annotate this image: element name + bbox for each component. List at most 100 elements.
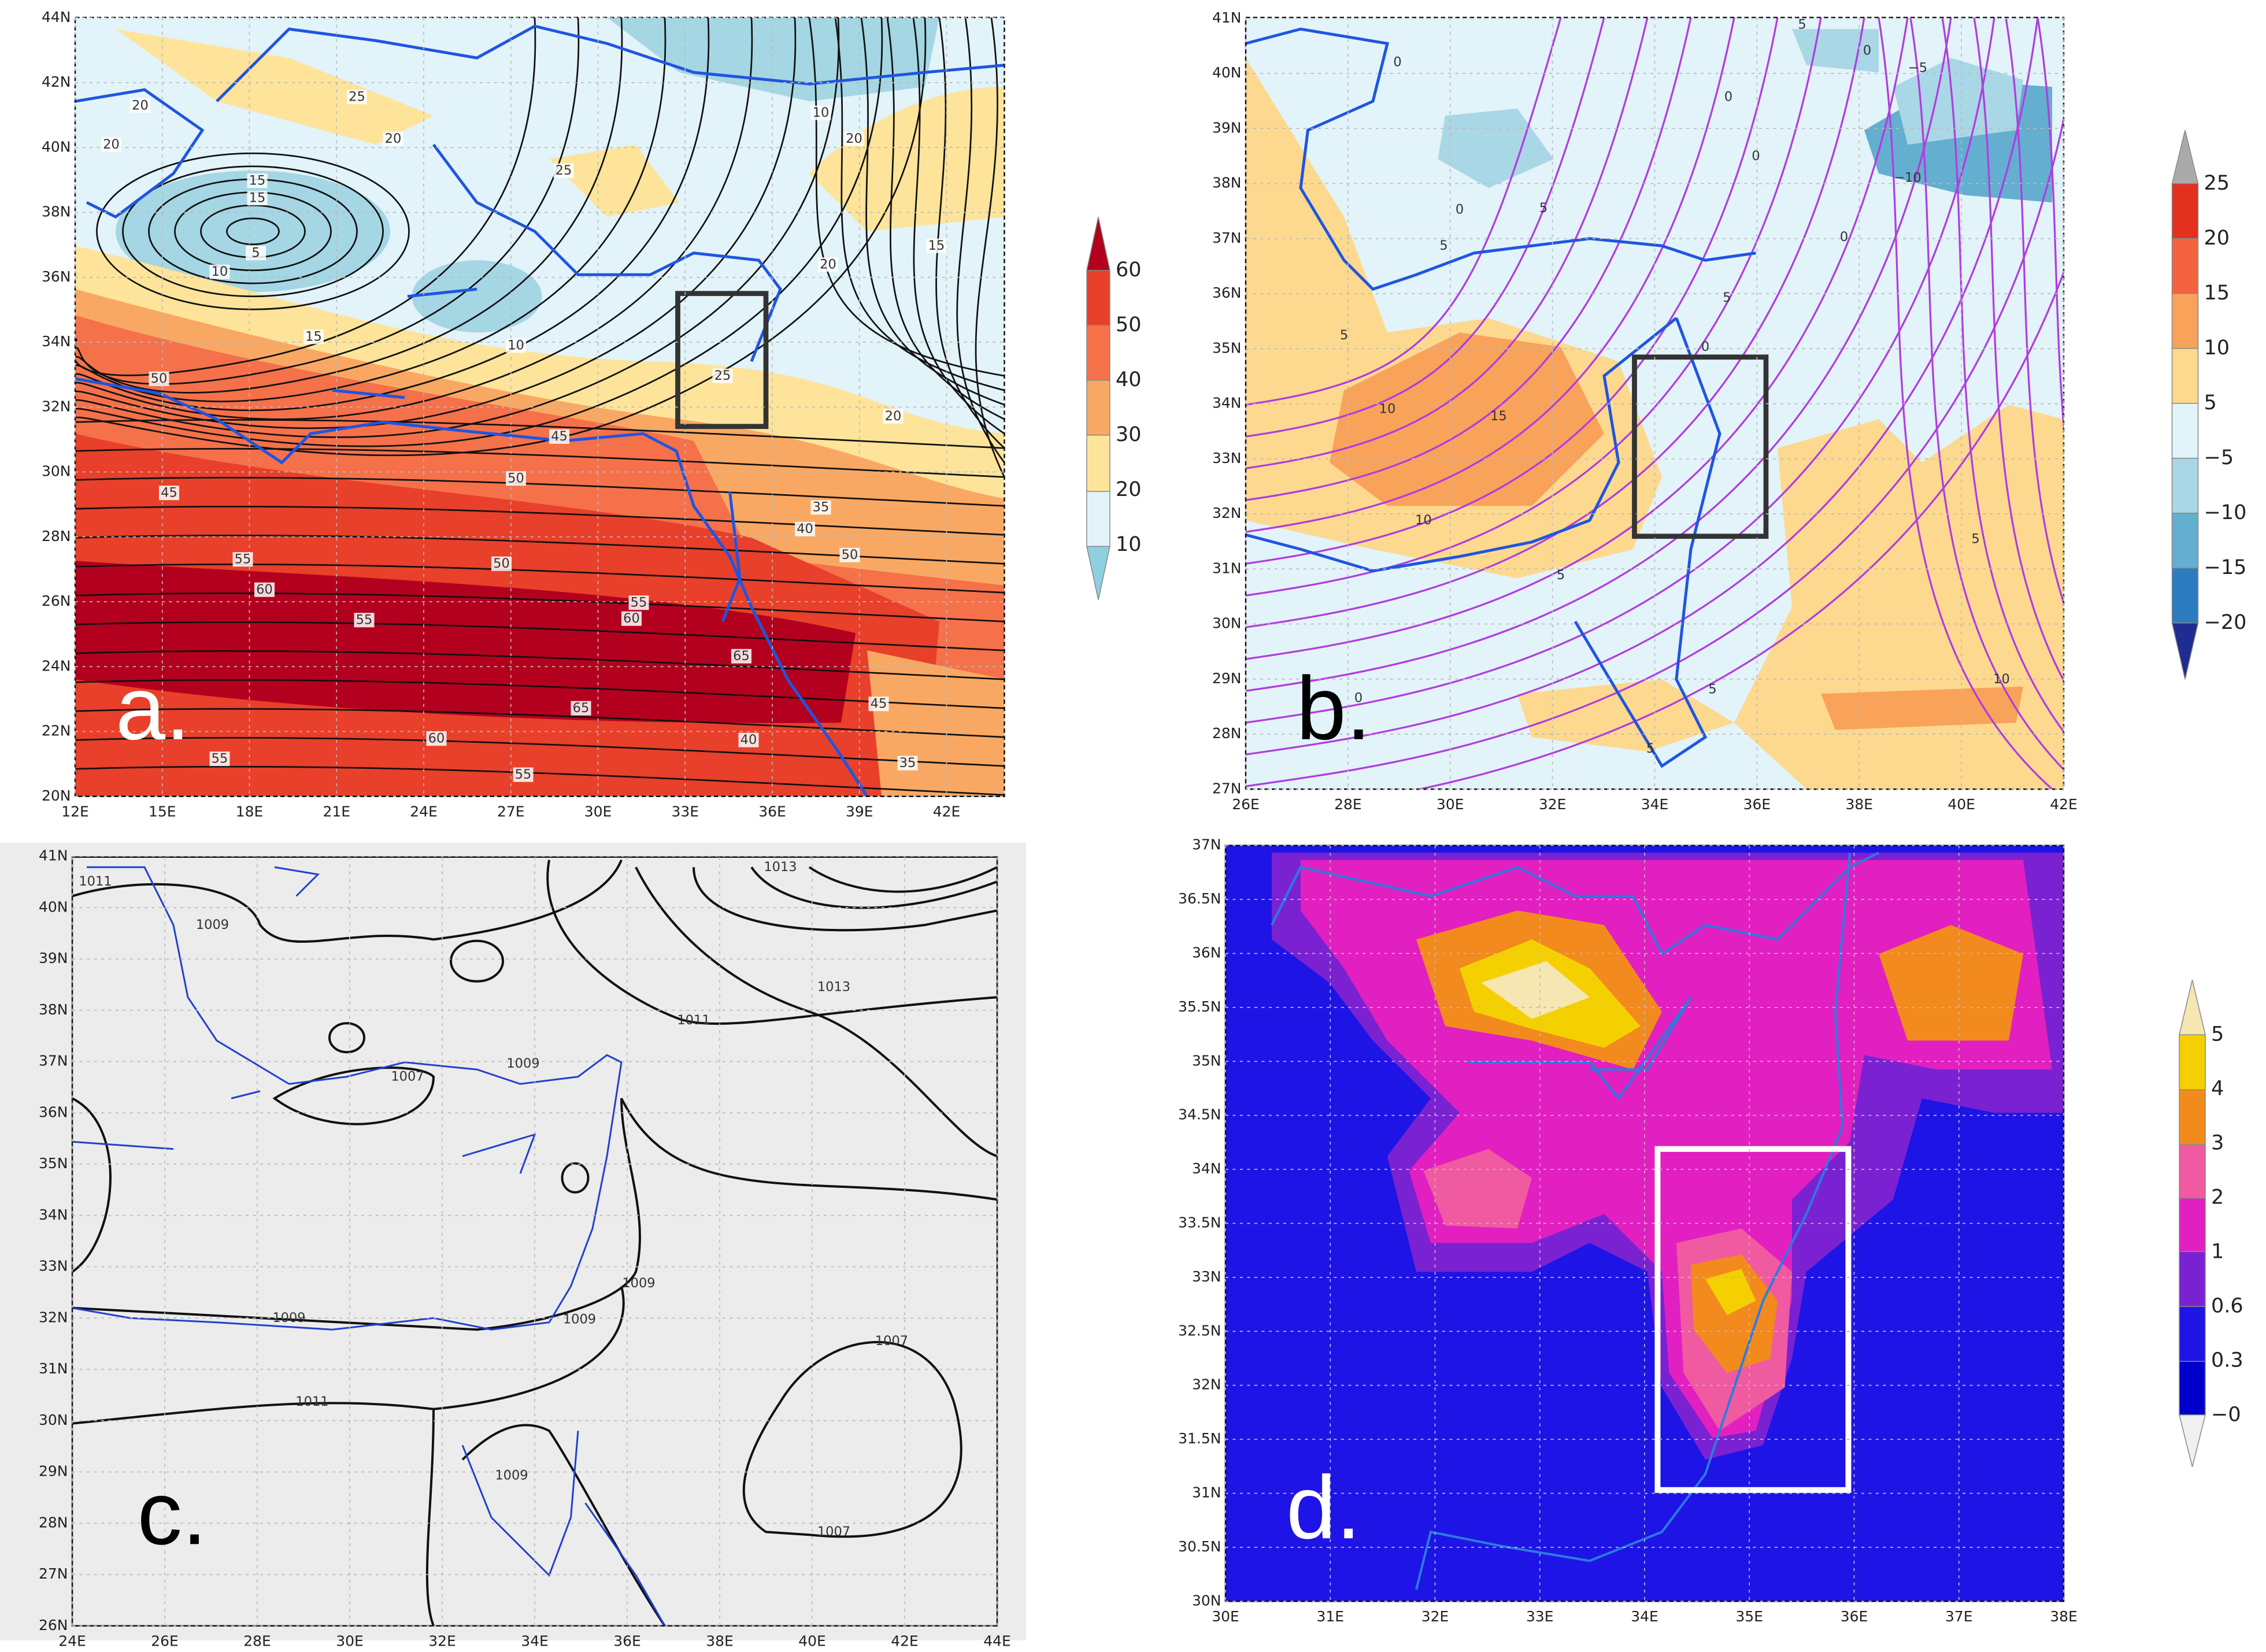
- label-box: [303, 329, 324, 345]
- streamline: [75, 592, 1005, 623]
- x-tick-label: 42E: [933, 803, 961, 820]
- coastline: [72, 866, 666, 1626]
- colorbar: [2171, 403, 2199, 459]
- x-tick-label: 34E: [521, 1632, 549, 1649]
- contour-label: 40: [740, 732, 757, 747]
- isobar: [72, 860, 997, 1626]
- streamline: [1941, 17, 2064, 734]
- contour-label: 20: [820, 257, 836, 272]
- label-box: [844, 131, 864, 146]
- coastline: [1271, 851, 1879, 956]
- y-tick-label: 30N: [39, 1412, 68, 1428]
- colorbar-label: 25: [2204, 172, 2230, 195]
- x-tick-label: 30E: [1436, 796, 1464, 813]
- contour-label: 1007: [817, 1524, 850, 1539]
- x-tick-label: 24E: [58, 1632, 86, 1649]
- colorbar: [2171, 183, 2199, 239]
- colorbar: [1086, 380, 1110, 436]
- streamline: [1246, 17, 1952, 692]
- y-tick-label: 35N: [1212, 339, 1242, 356]
- contour-label: 20: [132, 98, 149, 113]
- y-tick-label: 30N: [1192, 1592, 1221, 1609]
- y-tick-label: 24N: [42, 657, 71, 674]
- label-box: [149, 371, 169, 386]
- streamline: [75, 17, 667, 402]
- colorbar: [2179, 980, 2206, 1467]
- colorbar-label: 40: [1116, 368, 1142, 391]
- streamline: [75, 621, 1005, 651]
- label-box: [810, 105, 831, 120]
- contour-label: 55: [235, 551, 251, 566]
- colorbar: [1086, 325, 1110, 381]
- x-tick-label: 36E: [1841, 1608, 1868, 1625]
- contour-label: 5: [251, 245, 260, 260]
- streamline: [75, 650, 1005, 680]
- y-tick-label: 26N: [42, 592, 71, 609]
- streamline: [1246, 17, 1822, 597]
- field-fill: [1481, 961, 1590, 1019]
- colorbar-label: 2: [2211, 1186, 2224, 1209]
- contour-label: 20: [846, 131, 862, 146]
- contour-label: 20: [103, 137, 120, 152]
- x-tick-label: 38E: [2050, 1608, 2078, 1625]
- x-tick-label: 30E: [336, 1632, 364, 1649]
- colorbar: [2179, 1034, 2206, 1090]
- x-tick-label: 21E: [323, 803, 350, 820]
- label-box: [926, 238, 947, 253]
- colorbar-label: 15: [2204, 281, 2230, 305]
- contour-label: 45: [871, 696, 887, 711]
- colorbar: [2179, 1089, 2206, 1145]
- isobar: [461, 1424, 666, 1626]
- isobar: [425, 1409, 435, 1626]
- coastline: [332, 287, 477, 399]
- y-tick-label: 27N: [39, 1565, 68, 1582]
- label-box: [738, 732, 759, 747]
- panel-letter: a.: [116, 658, 190, 758]
- contour-label: 55: [356, 612, 373, 627]
- streamline: [75, 679, 1005, 709]
- field-fill: [412, 260, 542, 333]
- y-tick-label: 32N: [1212, 505, 1242, 521]
- streamline: [1246, 17, 1605, 438]
- colorbar: [2179, 980, 2206, 1035]
- contour-label: 0: [1456, 202, 1464, 217]
- y-tick-label: 39N: [1212, 119, 1242, 136]
- y-tick-label: 29N: [1212, 670, 1242, 687]
- y-tick-label: 36N: [1192, 944, 1221, 961]
- label-box: [491, 556, 512, 571]
- x-tick-label: 42E: [891, 1632, 919, 1649]
- contour-label: 50: [508, 471, 524, 486]
- y-tick-label: 39N: [39, 950, 68, 966]
- coastline: [1271, 851, 1879, 1590]
- y-tick-label: 30N: [1212, 615, 1242, 632]
- focus-box: [675, 291, 769, 429]
- label-box: [731, 649, 751, 664]
- streamline: [1246, 17, 1735, 533]
- contour-label: 1011: [677, 1013, 710, 1028]
- x-tick-label: 42E: [2050, 796, 2078, 813]
- contour-label: 1013: [764, 860, 797, 875]
- colorbar: [2179, 1198, 2206, 1252]
- contour-label: 25: [556, 163, 572, 178]
- x-tick-label: 18E: [236, 803, 264, 820]
- contour-label: 10: [1379, 401, 1396, 416]
- streamline: [75, 17, 840, 438]
- coastline: [72, 866, 623, 1331]
- colorbar-label: 20: [1116, 478, 1142, 501]
- coastline: [75, 24, 1005, 219]
- y-tick-label: 34N: [39, 1206, 68, 1223]
- label-box: [883, 409, 904, 424]
- isobar: [72, 1286, 625, 1425]
- y-tick-label: 31N: [39, 1360, 68, 1377]
- contour-label: 45: [551, 429, 568, 444]
- colorbar-label: −10: [2204, 501, 2247, 524]
- field-fill: [1893, 58, 2023, 145]
- y-tick-label: 32N: [1192, 1376, 1221, 1393]
- y-tick-label: 20N: [42, 787, 71, 804]
- label-box: [712, 368, 733, 383]
- label-box: [795, 521, 815, 536]
- colorbar: [1086, 491, 1110, 547]
- colorbar: [2179, 1144, 2206, 1199]
- streamline: [75, 563, 1005, 594]
- panel-letter: d.: [1286, 1457, 1361, 1557]
